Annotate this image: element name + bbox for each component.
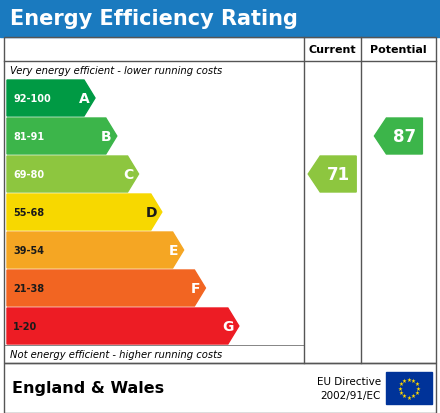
Text: A: A [79,92,90,106]
Text: 21-38: 21-38 [13,283,44,293]
Text: ★: ★ [398,386,403,391]
Text: ★: ★ [411,378,416,383]
Text: ★: ★ [414,381,419,386]
Text: ★: ★ [414,390,419,395]
Text: Very energy efficient - lower running costs: Very energy efficient - lower running co… [10,66,222,76]
Polygon shape [7,119,117,154]
Text: 92-100: 92-100 [13,94,51,104]
Text: 69-80: 69-80 [13,170,44,180]
Polygon shape [7,271,205,306]
Polygon shape [374,119,422,154]
Text: Potential: Potential [370,45,427,55]
Text: ★: ★ [407,377,411,382]
Bar [4,38,436,363]
Text: F: F [191,281,201,295]
Polygon shape [7,195,162,230]
Polygon shape [7,233,183,268]
Text: G: G [223,319,234,333]
Text: Not energy efficient - higher running costs: Not energy efficient - higher running co… [10,349,222,359]
Text: 87: 87 [393,128,416,146]
Text: 39-54: 39-54 [13,245,44,255]
Polygon shape [7,308,239,344]
Polygon shape [7,157,139,192]
Text: 55-68: 55-68 [13,207,44,218]
Text: B: B [101,130,112,144]
Bar [386,372,432,404]
Text: EU Directive
2002/91/EC: EU Directive 2002/91/EC [317,377,381,400]
Text: D: D [145,206,157,219]
Text: ★: ★ [399,390,403,395]
Bar [4,363,436,413]
Text: Energy Efficiency Rating: Energy Efficiency Rating [10,9,298,29]
Polygon shape [308,157,356,192]
Text: ★: ★ [402,393,407,398]
Text: ★: ★ [402,378,407,383]
Bar [0,0,440,38]
Text: ★: ★ [399,381,403,386]
Polygon shape [7,81,95,117]
Text: ★: ★ [407,394,411,399]
Text: ★: ★ [415,386,421,391]
Text: Current: Current [308,45,356,55]
Text: England & Wales: England & Wales [12,380,164,396]
Text: C: C [123,168,134,182]
Text: ★: ★ [411,393,416,398]
Text: 81-91: 81-91 [13,132,44,142]
Text: E: E [169,243,179,257]
Text: 71: 71 [326,166,350,183]
Text: 1-20: 1-20 [13,321,37,331]
